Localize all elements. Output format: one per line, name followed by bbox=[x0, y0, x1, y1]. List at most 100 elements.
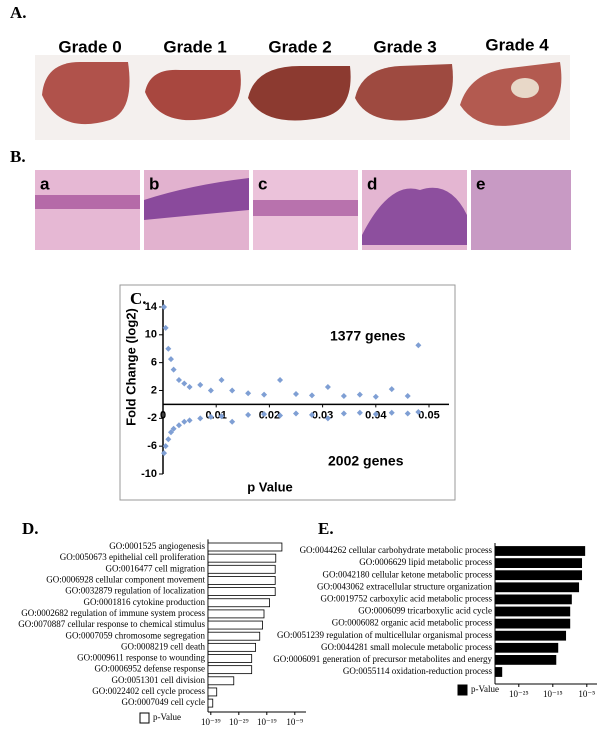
point bbox=[261, 391, 268, 398]
panel-label: A. bbox=[10, 3, 27, 22]
point bbox=[388, 386, 395, 393]
point bbox=[356, 409, 363, 416]
point bbox=[161, 303, 168, 310]
category-label: GO:0055114 oxidation-reduction process bbox=[343, 666, 493, 676]
point bbox=[161, 450, 168, 457]
y-tick-label: 2 bbox=[151, 384, 157, 396]
category-label: GO:0009611 response to wounding bbox=[77, 653, 205, 663]
point bbox=[308, 411, 315, 418]
y-axis-label: Fold Change (log2) bbox=[123, 308, 138, 426]
point bbox=[415, 409, 422, 416]
chart-frame bbox=[119, 284, 456, 501]
bar bbox=[207, 654, 253, 663]
image-label: c bbox=[258, 174, 267, 193]
tumor bbox=[511, 78, 539, 98]
legend-swatch bbox=[139, 712, 150, 724]
legend-label: p-Value bbox=[153, 712, 181, 722]
point bbox=[388, 409, 395, 416]
bar bbox=[207, 620, 263, 630]
bar bbox=[207, 609, 265, 619]
category-label: GO:0006082 organic acid metabolic proces… bbox=[332, 618, 493, 628]
point bbox=[308, 392, 315, 399]
bar bbox=[207, 676, 235, 686]
annotation: 1377 genes bbox=[330, 328, 406, 344]
point bbox=[197, 381, 204, 388]
y-tick-label: 6 bbox=[151, 357, 157, 369]
epithelium bbox=[144, 178, 249, 220]
bar bbox=[207, 598, 270, 608]
bar bbox=[207, 553, 277, 563]
tongue bbox=[248, 66, 351, 121]
epithelium bbox=[253, 200, 358, 216]
category-label: GO:0050673 epithelial cell proliferation bbox=[60, 552, 206, 562]
bar bbox=[494, 667, 503, 677]
y-tick-label: 10 bbox=[145, 329, 157, 341]
category-label: GO:0006099 tricarboxylic acid cycle bbox=[358, 606, 492, 616]
category-label: GO:0042180 cellular ketone metabolic pro… bbox=[323, 569, 493, 579]
category-label: GO:0008219 cell death bbox=[121, 641, 205, 651]
bar bbox=[207, 576, 276, 585]
point bbox=[356, 391, 363, 398]
point bbox=[404, 410, 411, 417]
x-tick-label: 10⁻³⁹ bbox=[201, 717, 221, 727]
image-label: b bbox=[149, 174, 159, 193]
point bbox=[340, 410, 347, 417]
category-label: GO:0043062 extracellular structure organ… bbox=[317, 581, 493, 591]
category-label: GO:0001816 cytokine production bbox=[84, 597, 206, 607]
category-label: GO:0019752 carboxylic acid metabolic pro… bbox=[321, 593, 493, 603]
epithelium bbox=[362, 187, 467, 245]
point bbox=[218, 413, 225, 420]
y-tick-label: -6 bbox=[147, 440, 157, 452]
category-label: GO:0002682 regulation of immune system p… bbox=[21, 608, 205, 618]
bar bbox=[207, 587, 276, 596]
y-tick-label: -10 bbox=[141, 468, 157, 480]
image-label: a bbox=[40, 174, 50, 193]
point bbox=[415, 342, 422, 349]
point bbox=[165, 436, 172, 443]
point bbox=[293, 410, 299, 417]
point bbox=[181, 380, 188, 387]
tongue-photos bbox=[35, 55, 570, 140]
category-label: GO:0022402 cell cycle process bbox=[92, 686, 205, 696]
point bbox=[245, 411, 252, 418]
point bbox=[245, 390, 252, 397]
point bbox=[181, 418, 188, 425]
category-label: GO:0051239 regulation of multicellular o… bbox=[277, 630, 493, 640]
bar bbox=[494, 606, 571, 617]
point bbox=[165, 345, 172, 352]
point bbox=[207, 387, 214, 394]
category-label: GO:0044262 cellular carbohydrate metabol… bbox=[300, 545, 493, 555]
x-tick-label: 0.03 bbox=[312, 409, 333, 421]
point bbox=[372, 411, 379, 418]
category-label: GO:0006952 defense response bbox=[95, 664, 205, 674]
point bbox=[218, 377, 225, 384]
x-tick-label: 0.02 bbox=[259, 409, 280, 421]
bar bbox=[494, 570, 583, 581]
panel-label: E. bbox=[318, 519, 334, 538]
panel-label: D. bbox=[22, 519, 39, 538]
y-tick-label: -2 bbox=[147, 412, 157, 424]
tongue bbox=[145, 69, 241, 121]
bar bbox=[494, 558, 583, 568]
point bbox=[229, 387, 236, 394]
point bbox=[229, 418, 236, 425]
point bbox=[197, 415, 204, 422]
bar bbox=[207, 564, 276, 574]
category-label: GO:0007059 chromosome segregation bbox=[66, 630, 206, 640]
y-tick-label: 14 bbox=[145, 301, 158, 313]
point bbox=[324, 384, 331, 390]
legend-swatch bbox=[457, 684, 468, 696]
point bbox=[277, 377, 284, 384]
tongue bbox=[42, 62, 130, 125]
grade-label: Grade 4 bbox=[485, 35, 549, 54]
point bbox=[277, 412, 284, 419]
category-label: GO:0006629 lipid metabolic process bbox=[359, 557, 492, 567]
histology bbox=[471, 170, 571, 250]
image-label: e bbox=[476, 174, 485, 193]
legend-label: p-Value bbox=[471, 684, 499, 694]
point bbox=[261, 411, 268, 418]
bar bbox=[494, 618, 571, 629]
category-label: GO:0016477 cell migration bbox=[106, 563, 206, 573]
tongue bbox=[460, 62, 562, 126]
